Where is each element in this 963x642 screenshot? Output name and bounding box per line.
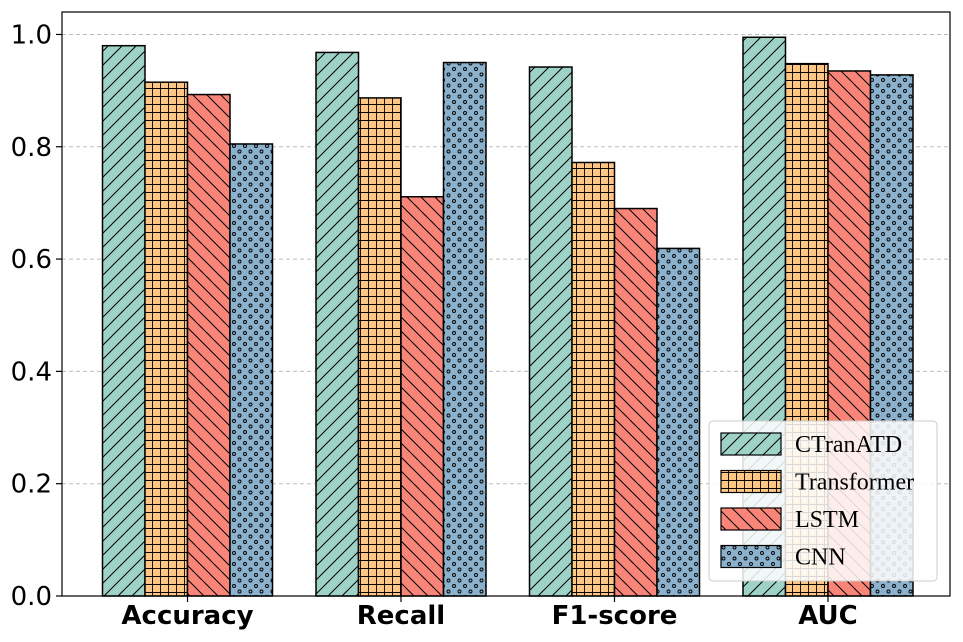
legend[interactable]: CTranATD Transformer LSTM CNN <box>708 420 938 582</box>
bar-ctranatd-f1-score[interactable] <box>528 66 573 597</box>
legend-swatch-lstm <box>720 507 782 531</box>
legend-swatch-ctranatd <box>720 432 782 456</box>
y-tick-label: 0.2 <box>11 470 52 500</box>
legend-label-transformer: Transformer <box>795 470 914 496</box>
bar-lstm-f1-score[interactable] <box>613 207 658 597</box>
legend-label-lstm: LSTM <box>795 507 859 533</box>
y-tick-label: 0.4 <box>11 357 52 387</box>
y-tick-label: 0.6 <box>11 245 52 275</box>
x-tick-label: Recall <box>357 601 445 631</box>
bar-cnn-f1-score[interactable] <box>656 247 701 597</box>
bar-ctranatd-accuracy[interactable] <box>101 44 146 597</box>
bar-ctranatd-recall[interactable] <box>315 51 360 597</box>
bar-cnn-recall[interactable] <box>442 61 487 597</box>
legend-swatch-cnn <box>720 544 782 569</box>
bar-lstm-accuracy[interactable] <box>186 93 231 597</box>
legend-label-cnn: CNN <box>795 545 846 571</box>
bar-cnn-accuracy[interactable] <box>229 143 274 597</box>
bar-transformer-accuracy[interactable] <box>144 81 189 597</box>
bar-transformer-f1-score[interactable] <box>571 161 616 597</box>
y-axis: 0.0 0.2 0.4 0.6 0.8 1.0 <box>11 20 62 612</box>
bar-lstm-recall[interactable] <box>400 195 445 597</box>
bars <box>101 36 914 597</box>
legend-box <box>708 420 938 582</box>
y-tick-label: 0.0 <box>11 582 52 612</box>
legend-label-ctranatd: CTranATD <box>795 432 902 458</box>
bar-transformer-recall[interactable] <box>357 97 402 597</box>
y-tick-label: 1.0 <box>11 20 52 50</box>
legend-swatch-transformer <box>720 469 782 494</box>
x-tick-label: AUC <box>798 601 858 631</box>
x-tick-label: Accuracy <box>121 601 253 631</box>
x-axis: Accuracy Recall F1-score AUC <box>121 596 858 631</box>
x-tick-label: F1-score <box>552 601 678 631</box>
plot-frame <box>61 11 951 597</box>
y-tick-label: 0.8 <box>11 133 52 163</box>
